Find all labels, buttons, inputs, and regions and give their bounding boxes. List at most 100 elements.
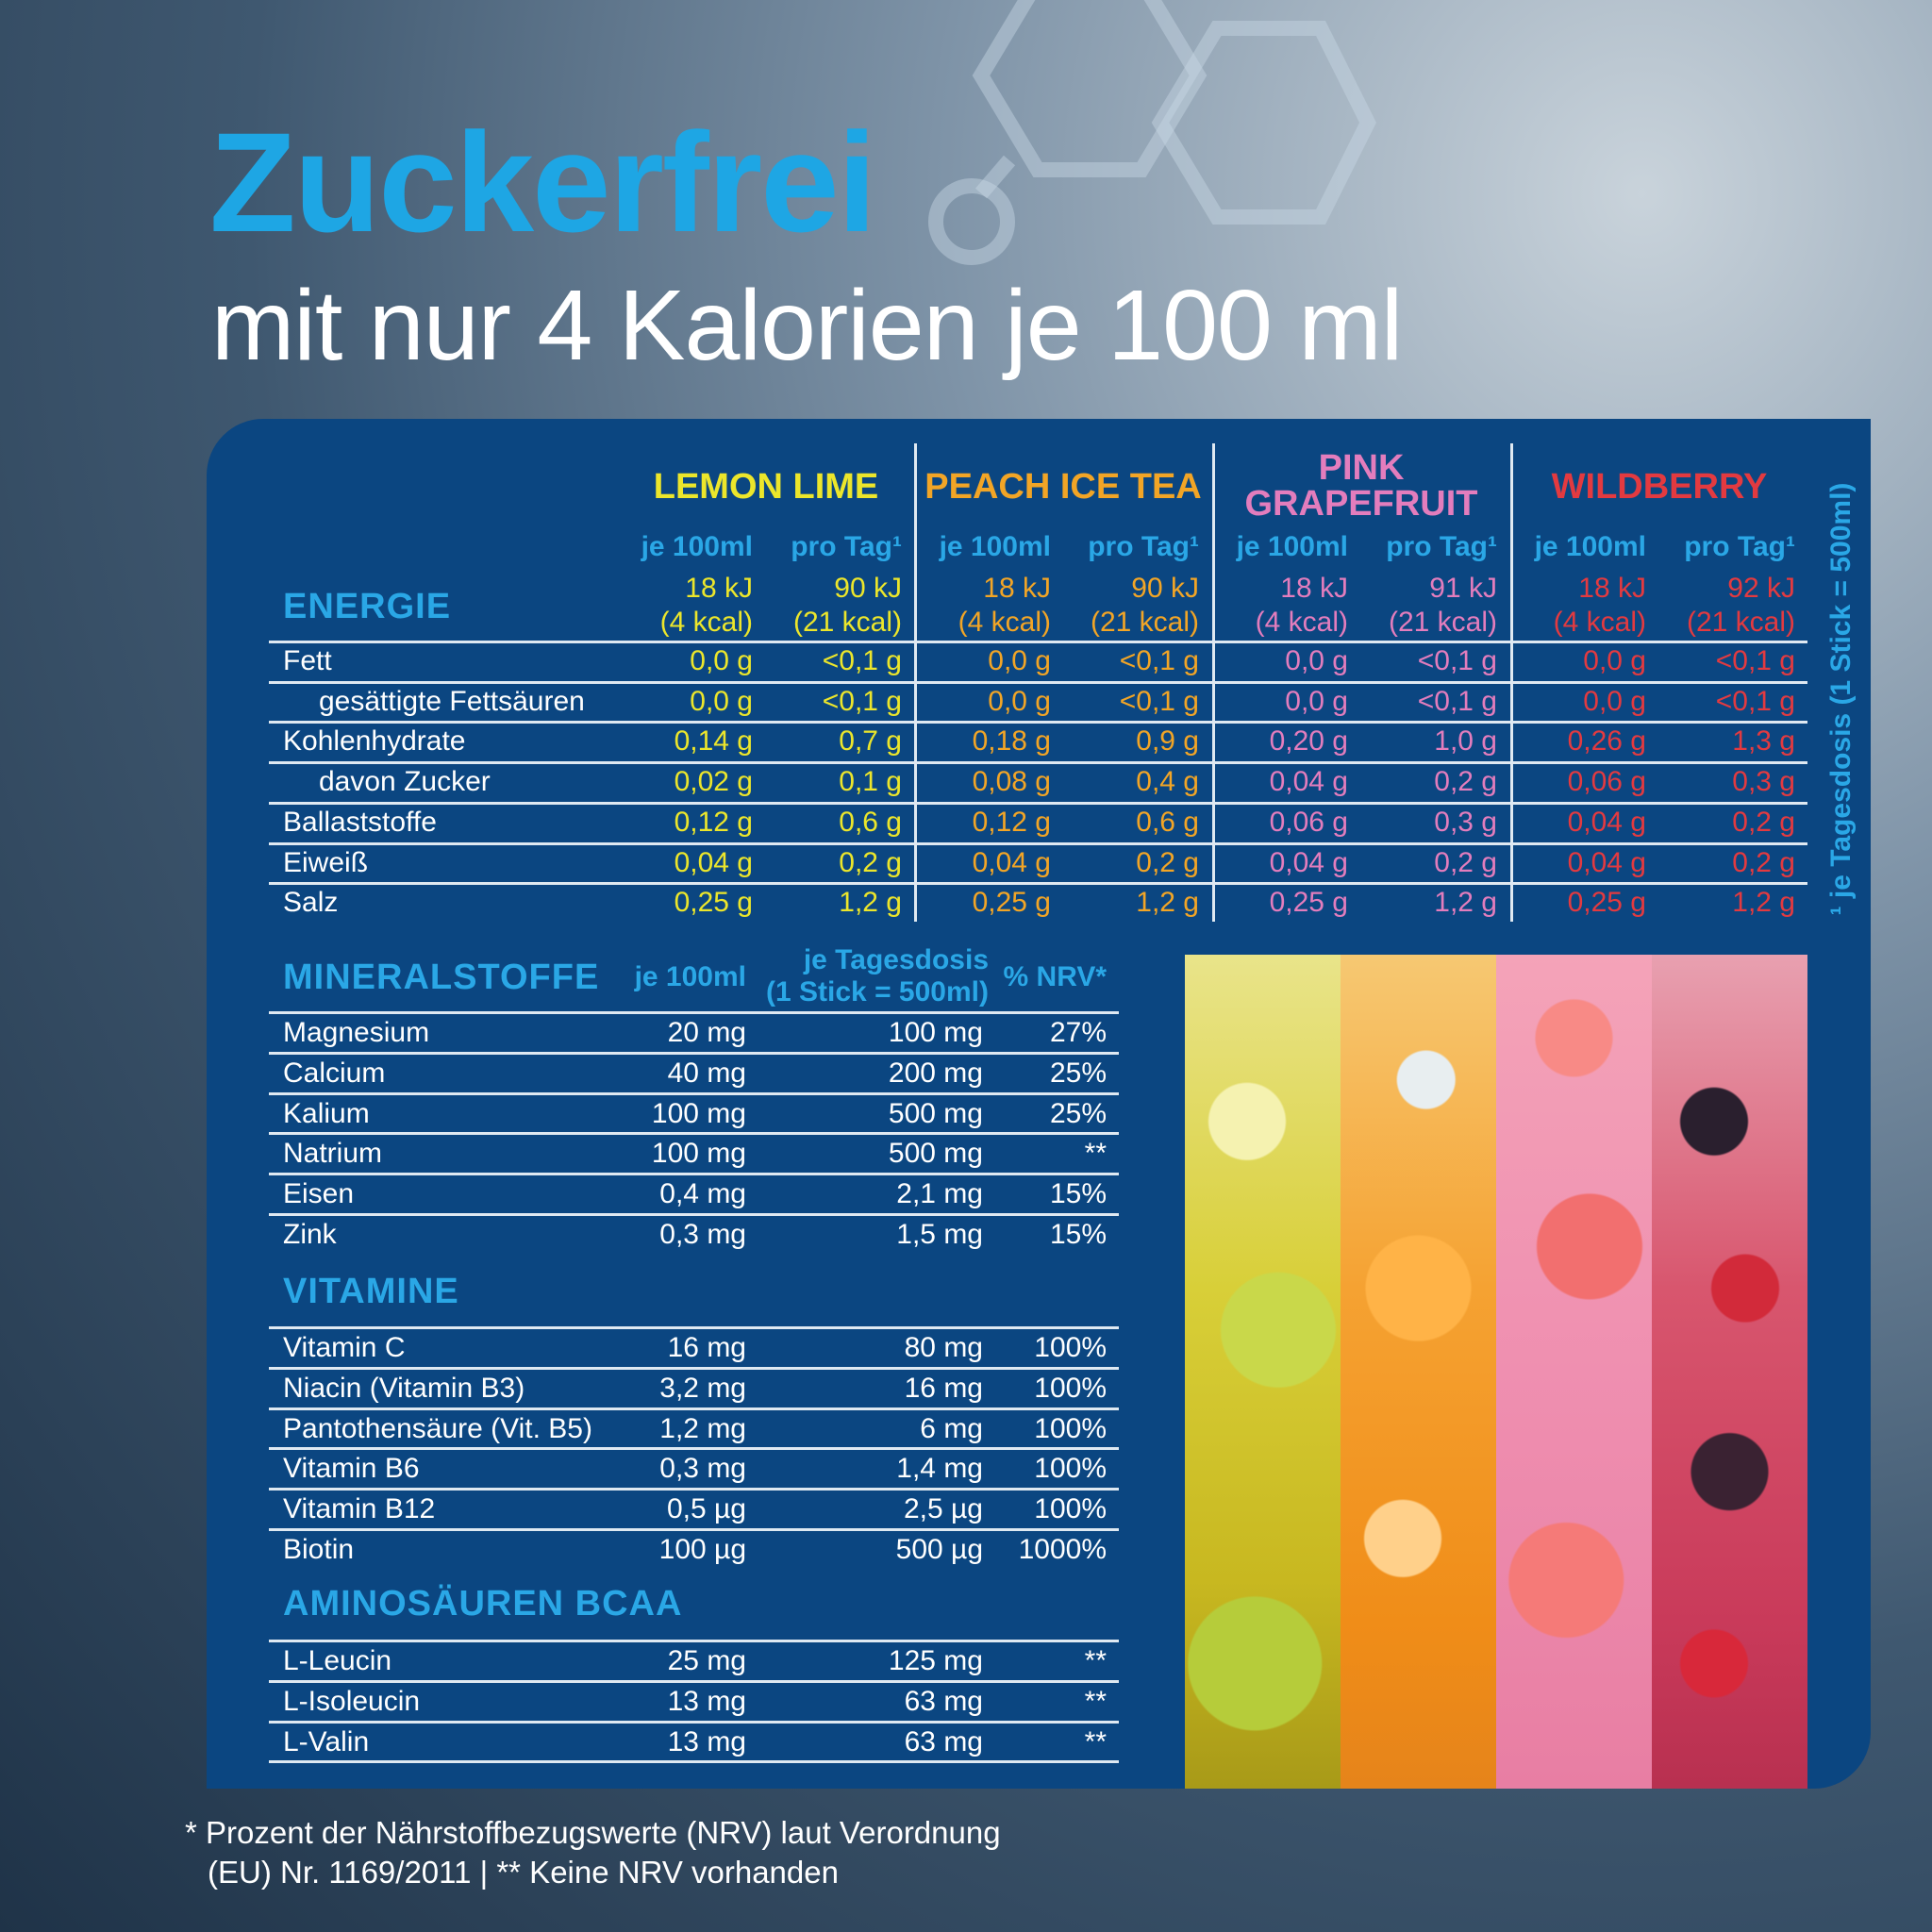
column-header-per-day: pro Tag¹ <box>1386 531 1497 562</box>
nutrient-value: 0,06 g <box>1269 806 1348 838</box>
nutrient-value: 1,2 g <box>1434 887 1497 919</box>
nutrient-value: <0,1 g <box>822 645 902 676</box>
nutrient-value: 0,0 g <box>988 685 1051 717</box>
row-divider <box>269 1091 1119 1095</box>
value-nrv: 100% <box>1034 1332 1107 1363</box>
row-divider <box>269 841 1807 845</box>
nutrient-value: 0,7 g <box>839 725 902 758</box>
nutrient-value: 0,6 g <box>839 806 902 838</box>
nutrient-value: 0,9 g <box>1136 725 1199 758</box>
value-daily-dose: 63 mg <box>904 1685 983 1717</box>
nutrient-label: Eisen <box>283 1178 355 1210</box>
row-divider <box>269 801 1807 805</box>
nutrient-value: <0,1 g <box>1417 645 1497 676</box>
nutrient-value: <0,1 g <box>1119 685 1199 717</box>
nutrient-value: 0,25 g <box>972 887 1051 919</box>
value-daily-dose: 100 mg <box>888 1017 983 1048</box>
lemon-lime-image <box>1185 955 1341 1789</box>
energy-kj: 92 kJ <box>1727 573 1795 604</box>
page-subtitle: mit nur 4 Kalorien je 100 ml <box>211 270 1403 381</box>
energy-kcal: (21 kcal) <box>792 607 902 638</box>
value-per-100ml: 25 mg <box>667 1645 746 1676</box>
nutrient-label: Salz <box>283 887 339 919</box>
nutrient-value: 0,14 g <box>674 725 753 758</box>
nutrient-label: Niacin (Vitamin B3) <box>283 1372 525 1404</box>
value-nrv: 100% <box>1034 1372 1107 1404</box>
nutrient-label: L-Valin <box>283 1725 370 1757</box>
column-header-per-100ml: je 100ml <box>634 961 746 992</box>
value-nrv: 100% <box>1034 1453 1107 1485</box>
nutrient-value: 1,2 g <box>1136 887 1199 919</box>
nutrient-value: 1,2 g <box>839 887 902 919</box>
nutrient-value: 0,3 g <box>1732 766 1795 798</box>
row-divider <box>269 1213 1119 1216</box>
nutrient-label: Kohlenhydrate <box>283 725 466 758</box>
value-per-100ml: 16 mg <box>667 1332 746 1363</box>
nutrient-value: 0,0 g <box>988 645 1051 676</box>
nutrient-value: 0,12 g <box>972 806 1051 838</box>
nutrient-value: 0,2 g <box>1136 846 1199 878</box>
nutrient-value: 0,3 g <box>1434 806 1497 838</box>
value-daily-dose: 500 mg <box>888 1097 983 1129</box>
nutrient-value: 0,04 g <box>674 846 753 878</box>
nutrient-value: 0,2 g <box>1434 846 1497 878</box>
nutrient-value: 0,04 g <box>1269 846 1348 878</box>
row-divider <box>269 1760 1119 1764</box>
peach-ice-tea-image <box>1341 955 1496 1789</box>
value-per-100ml: 1,2 mg <box>659 1412 746 1444</box>
footnote-line-1: * Prozent der Nährstoffbezugswerte (NRV)… <box>185 1815 1001 1850</box>
nutrient-value: 0,2 g <box>1434 766 1497 798</box>
nutrient-value: 0,25 g <box>674 887 753 919</box>
energy-label: ENERGIE <box>283 587 452 626</box>
energy-kcal: (21 kcal) <box>1686 607 1795 638</box>
energy-kj: 91 kJ <box>1429 573 1497 604</box>
page-title: Zuckerfrei <box>209 103 876 261</box>
nutrient-label: Biotin <box>283 1534 355 1565</box>
value-daily-dose: 1,4 mg <box>896 1453 983 1485</box>
column-header-per-100ml: je 100ml <box>1236 531 1348 562</box>
value-daily-dose: 63 mg <box>904 1725 983 1757</box>
nutrient-value: 0,25 g <box>1269 887 1348 919</box>
nutrient-value: 0,4 g <box>1136 766 1199 798</box>
energy-kj: 18 kJ <box>1280 573 1348 604</box>
minerals-section-title: MINERALSTOFFE <box>283 958 600 997</box>
row-divider <box>269 1447 1119 1451</box>
row-divider <box>269 1720 1119 1724</box>
nutrient-value: 0,18 g <box>972 725 1051 758</box>
nutrient-value: 0,0 g <box>1285 645 1348 676</box>
nutrient-label: Calcium <box>283 1057 386 1089</box>
energy-kcal: (21 kcal) <box>1388 607 1497 638</box>
nutrient-value: <0,1 g <box>1417 685 1497 717</box>
wildberry-image <box>1652 955 1807 1789</box>
value-daily-dose: 80 mg <box>904 1332 983 1363</box>
value-daily-dose: 6 mg <box>920 1412 983 1444</box>
value-nrv: ** <box>1084 1138 1107 1170</box>
column-header-per-100ml: je 100ml <box>641 531 753 562</box>
value-per-100ml: 13 mg <box>667 1725 746 1757</box>
flavor-title: WILDBERRY <box>1551 467 1768 507</box>
nutrient-value: 0,26 g <box>1567 725 1646 758</box>
value-per-100ml: 100 mg <box>651 1097 746 1129</box>
value-nrv: 27% <box>1049 1017 1107 1048</box>
nutrient-value: 0,12 g <box>674 806 753 838</box>
nutrient-value: 0,2 g <box>1732 846 1795 878</box>
flavor-title: GRAPEFRUIT <box>1244 484 1478 524</box>
nutrient-value: 0,1 g <box>839 766 902 798</box>
nutrient-value: <0,1 g <box>1715 645 1795 676</box>
value-daily-dose: 2,1 mg <box>896 1178 983 1210</box>
nutrient-label: Zink <box>283 1219 337 1250</box>
nutrient-value: 1,0 g <box>1434 725 1497 758</box>
column-header-nrv: % NRV* <box>1003 961 1107 992</box>
value-per-100ml: 0,4 mg <box>659 1178 746 1210</box>
footnote: * Prozent der Nährstoffbezugswerte (NRV)… <box>185 1813 1001 1892</box>
nutrient-value: 0,0 g <box>690 685 753 717</box>
energy-kcal: (4 kcal) <box>1553 607 1646 638</box>
column-header-per-day: pro Tag¹ <box>1684 531 1795 562</box>
nutrient-label: Vitamin B12 <box>283 1493 436 1525</box>
row-divider <box>269 721 1807 724</box>
column-header-daily-dose-note: (1 Stick = 500ml) <box>766 976 989 1008</box>
column-header-per-100ml: je 100ml <box>1534 531 1646 562</box>
column-header-per-100ml: je 100ml <box>939 531 1051 562</box>
nutrient-value: <0,1 g <box>822 685 902 717</box>
nutrient-label: Vitamin B6 <box>283 1453 420 1485</box>
